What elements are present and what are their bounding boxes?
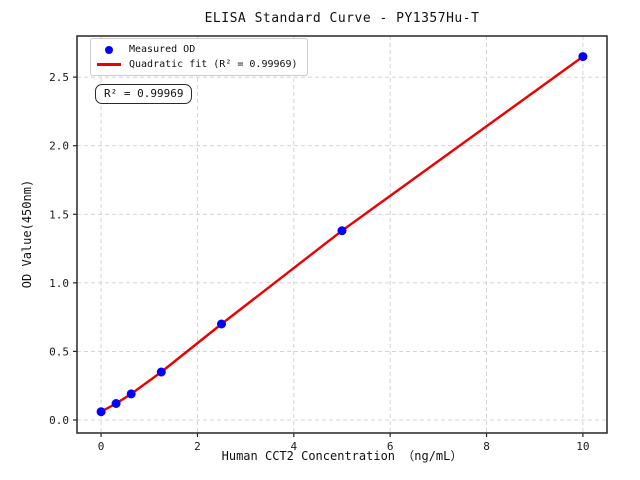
data-point [337, 226, 347, 236]
y-axis-ticks: 0.0 0.5 1.0 1.5 2.0 2.5 [49, 71, 77, 427]
r-squared-annotation: R² = 0.99969 [95, 84, 193, 104]
y-tick-label: 0.0 [49, 414, 69, 427]
red-line-marker-icon [97, 63, 121, 66]
x-tick-label: 10 [576, 440, 589, 453]
x-axis-label: Human CCT2 Concentration （ng/mL） [221, 449, 463, 463]
plot-border [76, 35, 608, 434]
y-axis-label: OD Value(450nm) [20, 179, 34, 289]
chart-title: ELISA Standard Curve - PY1357Hu-T [204, 11, 480, 26]
data-point [217, 319, 226, 329]
legend: Measured OD Quadratic fit (R² = 0.99969) [90, 38, 308, 76]
y-tick-label: 1.0 [49, 277, 69, 290]
blue-dot-marker-icon [105, 45, 113, 54]
x-axis-ticks: 0 2 4 6 8 10 [98, 433, 590, 453]
x-tick-label: 8 [483, 440, 490, 453]
x-tick-label: 6 [387, 440, 394, 453]
y-tick-label: 1.5 [49, 208, 69, 221]
legend-label-measured-od: Measured OD [129, 44, 196, 55]
x-tick-label: 2 [194, 440, 201, 453]
y-tick-label: 2.5 [49, 71, 69, 84]
gridlines [77, 36, 607, 433]
data-point [96, 407, 106, 417]
measured-od-points [96, 52, 588, 417]
y-tick-label: 0.5 [49, 345, 69, 358]
legend-item-measured-od: Measured OD [97, 44, 298, 55]
y-tick-label: 2.0 [49, 140, 69, 153]
x-tick-label: 0 [98, 440, 105, 453]
data-point [578, 52, 588, 62]
legend-label-quadratic-fit: Quadratic fit (R² = 0.99969) [129, 59, 298, 70]
data-point [111, 399, 121, 408]
x-tick-label: 4 [291, 440, 298, 453]
data-point [126, 389, 136, 399]
legend-item-quadratic-fit: Quadratic fit (R² = 0.99969) [97, 59, 298, 70]
data-point [156, 367, 166, 377]
